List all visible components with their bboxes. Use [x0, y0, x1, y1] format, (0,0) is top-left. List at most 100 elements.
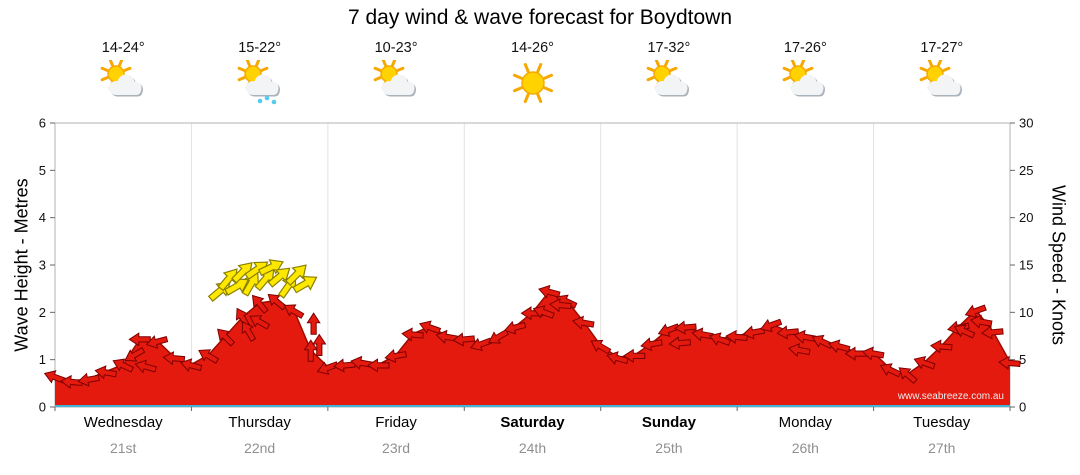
sun-ray	[254, 58, 260, 67]
day-date-label: 25th	[655, 440, 683, 456]
wind-arrow-red	[913, 355, 936, 370]
cloud-shape	[109, 74, 144, 97]
sun-ray	[100, 76, 109, 82]
weather-icon-box	[506, 60, 560, 108]
wind-arrow-red	[981, 325, 1004, 340]
y-tick-label-left: 2	[39, 305, 46, 320]
wind-arrow-red	[198, 349, 220, 364]
wind-arrow-red	[241, 320, 257, 342]
y-tick-label-left: 6	[39, 116, 46, 131]
weather-icon-box	[778, 58, 832, 108]
sun-ray	[259, 66, 269, 72]
sun-disc	[520, 71, 545, 95]
wind-arrow-red	[969, 314, 993, 329]
wind-arrow-red	[77, 372, 100, 387]
sun-ray	[535, 63, 542, 73]
wind-arrow-red	[827, 339, 851, 354]
wind-arrow-red	[787, 343, 811, 358]
weather-icon-box	[915, 58, 969, 108]
day-temp-range: 14-26°	[511, 40, 554, 56]
day-temp-range: 17-26°	[783, 40, 827, 56]
sun-ray	[523, 63, 530, 73]
day-name-label: Wednesday	[83, 414, 163, 431]
rain-icon	[237, 58, 280, 105]
y-tick-label-left: 3	[39, 258, 46, 273]
wind-arrow-red	[657, 323, 680, 337]
y-tick-label-right: 20	[1019, 210, 1033, 225]
wind-arrow-red	[112, 358, 135, 373]
wind-arrow-red	[217, 328, 236, 347]
day-name-label: Tuesday	[913, 414, 971, 431]
day-name-label: Thursday	[228, 414, 291, 431]
day-temp-range: 15-22°	[238, 40, 282, 56]
day-date-label: 27th	[928, 440, 956, 456]
sun-ray	[927, 58, 933, 67]
wind-arrow-red	[452, 332, 476, 347]
wind-arrow-red	[898, 367, 918, 385]
y-tick-label-right: 25	[1019, 163, 1033, 178]
wind-arrow-red	[691, 327, 714, 342]
wind-arrow-red	[532, 305, 555, 319]
wind-arrow-yellow	[267, 267, 291, 288]
wind-arrow-red	[43, 370, 66, 384]
weather-icon-box	[369, 58, 423, 108]
wind-arrow-red	[879, 363, 902, 378]
wind-arrow-red	[367, 358, 390, 373]
wind-arrow-red	[964, 304, 987, 319]
wind-arrow-red	[470, 337, 493, 352]
sun-ray	[535, 93, 542, 103]
wind-arrow-red	[571, 315, 595, 330]
y-tick-label-right: 15	[1019, 258, 1033, 273]
wind-arrow-red	[162, 351, 186, 366]
partly-cloudy-icon	[919, 58, 962, 97]
wind-arrow-red	[590, 339, 612, 355]
sun-ray	[919, 66, 928, 72]
sun-ray	[396, 66, 405, 72]
wind-arrow-red	[419, 320, 442, 335]
sun-ray	[669, 66, 678, 72]
day-name-label: Saturday	[500, 414, 565, 431]
wind-arrow-red	[350, 355, 373, 370]
sun-ray	[646, 66, 655, 72]
day-date-label: 26th	[791, 440, 819, 456]
day-date-label: 21st	[109, 440, 137, 456]
wind-arrow-red	[316, 361, 339, 375]
y-tick-label-right: 10	[1019, 305, 1033, 320]
day-temp-range: 14-24°	[101, 40, 145, 56]
sun-ray	[512, 86, 523, 93]
cloud-shape	[382, 74, 417, 97]
wind-arrow-red	[128, 332, 151, 347]
cloud-shape	[245, 74, 280, 97]
sun-ray	[391, 58, 397, 67]
cloud-shape	[927, 74, 962, 97]
y-tick-label-right: 0	[1019, 400, 1026, 415]
y-tick-label-left: 4	[39, 210, 46, 225]
wind-arrow-red	[283, 304, 305, 319]
weather-icon-box	[642, 58, 696, 108]
wind-arrow-yellow	[285, 264, 307, 287]
sun-ray	[942, 66, 951, 72]
sunny-icon	[512, 63, 553, 103]
rain-drops	[257, 95, 276, 105]
wind-arrow-red	[251, 294, 269, 314]
sun-ray	[373, 66, 382, 72]
y-tick-label-right: 30	[1019, 116, 1033, 131]
partly-cloudy-icon	[373, 58, 417, 97]
partly-cloudy-icon	[100, 58, 144, 97]
wind-arrow-red	[776, 325, 800, 340]
cloud-shape	[791, 74, 826, 97]
wind-arrow-red	[538, 284, 561, 299]
sun-ray	[664, 58, 670, 67]
day-temp-range: 17-32°	[647, 40, 691, 56]
wind-arrow-red	[488, 329, 510, 344]
wind-arrow-red	[793, 329, 817, 344]
wind-arrow-red	[312, 333, 327, 356]
partly-cloudy-icon	[646, 58, 689, 97]
wind-arrow-yellow	[292, 275, 318, 294]
sun-ray	[100, 66, 109, 72]
wind-arrow-red	[503, 320, 527, 335]
sun-ray	[381, 58, 387, 67]
sun-ray	[109, 58, 115, 67]
wind-arrow-red	[134, 359, 157, 374]
